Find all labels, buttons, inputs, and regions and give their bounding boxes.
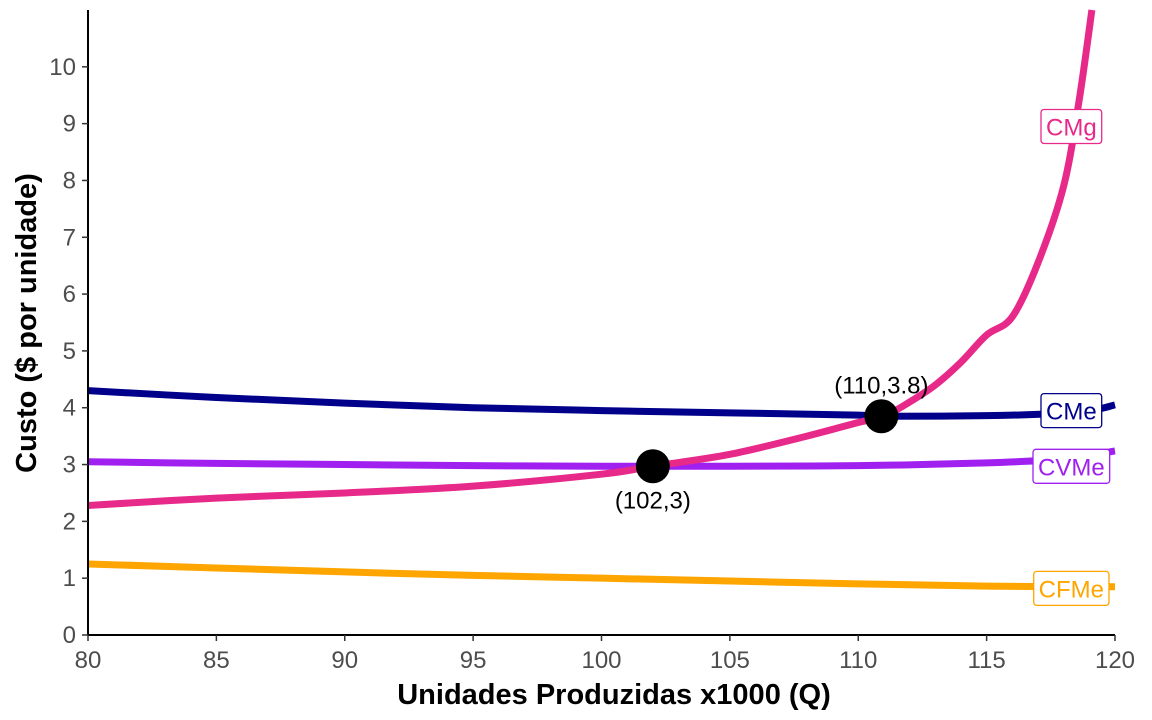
y-tick-label: 8 <box>63 167 76 194</box>
series-labels-layer: CMg CMe CVMe CFMe <box>1032 108 1111 607</box>
y-tick-label: 9 <box>63 111 76 138</box>
series-label-text: CMg <box>1046 114 1097 141</box>
y-tick-label: 2 <box>63 508 76 535</box>
series-line-cvme <box>88 447 1116 470</box>
series-line-cme <box>88 387 1116 420</box>
y-tick-label: 10 <box>49 54 76 81</box>
y-tick-label: 0 <box>63 622 76 649</box>
series-label-text: CVMe <box>1038 454 1105 481</box>
x-tick-label: 115 <box>967 647 1005 674</box>
series-label-text: CFMe <box>1039 576 1104 603</box>
point-label: (110,3.8) <box>834 372 928 399</box>
y-tick-label: 3 <box>63 452 76 479</box>
points-layer: (102,3) (110,3.8) <box>615 372 929 514</box>
y-tick-label: 1 <box>63 565 76 592</box>
series-label-box <box>1032 448 1111 484</box>
series-label-text: CMe <box>1046 399 1097 426</box>
x-tick-label: 105 <box>710 647 750 674</box>
highlight-point <box>864 399 899 434</box>
x-tick-label: 85 <box>203 647 230 674</box>
series-label-cvme: CVMe <box>1032 448 1111 484</box>
y-tick-label: 7 <box>63 224 76 251</box>
series-label-box <box>1040 108 1103 145</box>
series-label-cmg: CMg <box>1040 108 1103 145</box>
series-label-cme: CMe <box>1040 392 1103 429</box>
y-tick-label: 5 <box>63 338 76 365</box>
series-line-cmg <box>88 9 1096 509</box>
y-axis-ticks: 0 1 2 3 4 5 6 7 8 9 10 <box>49 54 88 649</box>
highlight-point <box>635 449 670 484</box>
x-tick-label: 95 <box>460 647 487 674</box>
y-tick-label: 4 <box>63 395 76 422</box>
curves-layer <box>88 9 1116 591</box>
series-label-box <box>1033 570 1110 607</box>
x-tick-label: 100 <box>581 647 621 674</box>
x-axis-title: Unidades Produzidas x1000 (Q) <box>397 679 831 711</box>
x-tick-label: 120 <box>1095 647 1135 674</box>
x-tick-label: 90 <box>331 647 358 674</box>
x-axis-ticks: 80 85 90 95 100 105 110 115 120 <box>75 635 1135 674</box>
x-tick-label: 80 <box>75 647 102 674</box>
series-label-box <box>1040 392 1103 429</box>
y-tick-label: 6 <box>63 281 76 308</box>
point-label: (102,3) <box>615 487 691 514</box>
x-tick-label: 110 <box>839 647 877 674</box>
y-axis-title: Custo ($ por unidade) <box>11 173 43 473</box>
axes-layer: 80 85 90 95 100 105 110 115 120 0 1 2 3 4 5 6 7 8 9 10 <box>49 10 1135 674</box>
series-line-cfme <box>88 560 1116 591</box>
series-label-cfme: CFMe <box>1033 570 1110 607</box>
